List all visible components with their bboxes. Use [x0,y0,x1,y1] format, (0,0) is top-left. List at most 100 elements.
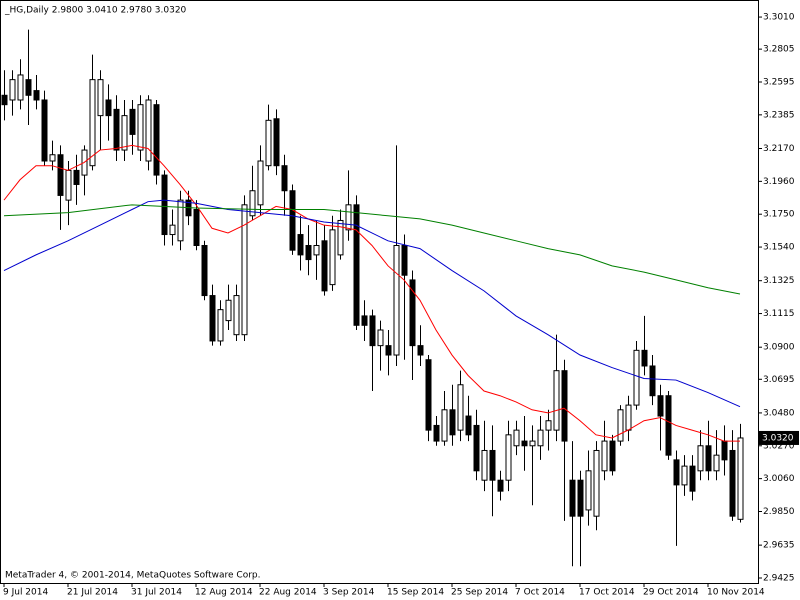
copyright: MetaTrader 4, © 2001-2014, MetaQuotes So… [5,571,261,581]
candle-body [57,154,64,196]
candle-body [225,299,232,322]
candle-body [625,404,632,431]
candle-body [681,465,688,486]
x-tick-label: 22 Aug 2014 [259,588,317,598]
x-tick-label: 3 Sep 2014 [323,588,375,598]
candle-body [25,79,32,96]
candle-body [369,315,376,347]
candle-body [697,445,704,472]
candle-body [537,429,544,447]
moving-average [3,204,741,295]
candle-body [609,440,616,472]
candle-body [169,224,176,236]
candle-body [481,449,488,481]
candle-body [737,437,744,520]
candle-body [145,99,152,162]
y-tick-label: 3.0270 [763,441,795,451]
x-tick-label: 25 Sep 2014 [451,588,508,598]
candle-body [377,329,384,347]
candle-body [393,244,400,356]
candle-body [97,79,104,117]
candle-body [353,204,360,326]
candle-body [497,479,504,492]
candle-body [385,345,392,356]
x-tick-label: 12 Aug 2014 [195,588,253,598]
candle-body [433,424,440,442]
candle-body [601,440,608,472]
candle-body [545,420,552,431]
y-tick-label: 2.9425 [763,573,795,583]
candle-body [209,295,216,342]
candle-body [441,409,448,442]
x-tick-label: 10 Nov 2014 [707,588,765,598]
candle-body [1,94,8,106]
candle-body [161,174,168,236]
candle-body [217,309,224,342]
y-tick-label: 3.2595 [763,77,795,87]
candle-body [105,99,112,117]
plot-frame [0,0,759,584]
candle-body [593,449,600,517]
x-tick-label: 21 Jul 2014 [67,588,118,598]
candle-body [361,315,368,326]
y-tick-label: 3.1115 [763,309,795,319]
candle-body [657,395,664,417]
x-tick-label: 7 Oct 2014 [515,588,565,598]
candle-body [201,244,208,297]
candle-body [553,370,560,431]
candle-body [465,415,472,436]
candle-body [121,115,128,151]
candle-body [297,234,304,256]
candle-body [313,244,320,256]
candle-body [521,440,528,447]
y-tick-label: 3.1325 [763,276,795,286]
x-tick-label: 9 Jul 2014 [3,588,48,598]
candle-body [673,459,680,486]
candle-body [329,229,336,286]
candle-body [337,219,344,256]
candle-body [137,104,144,151]
moving-average [3,144,740,442]
last-price-label: 3.0320 [762,433,794,443]
candle-body [305,244,312,261]
candle-body [265,119,272,167]
y-tick-label: 3.0900 [763,343,795,353]
candle-body [321,240,328,292]
candle-body [73,169,80,185]
y-tick-label: 3.1750 [763,210,795,220]
candle-body [409,279,416,347]
y-tick-label: 3.1960 [763,177,795,187]
candle-body [425,359,432,431]
candle-body [233,295,240,336]
candle-body [113,108,120,151]
y-tick-label: 3.2170 [763,144,795,154]
x-tick-label: 29 Oct 2014 [643,588,699,598]
moving-average [3,199,741,408]
candle-body [33,90,40,101]
x-tick-label: 31 Jul 2014 [131,588,182,598]
x-tick-label: 15 Sep 2014 [387,588,444,598]
candle-body [585,470,592,511]
candle-body [705,445,712,472]
candle-body [505,434,512,481]
candle-body [177,199,184,242]
candle-body [129,108,136,135]
candle-body [649,365,656,397]
candle-body [273,118,280,167]
candle-body [345,204,352,231]
candle-body [721,440,728,461]
candle-body [457,384,464,431]
y-tick-label: 3.2385 [763,110,795,120]
candle-body [713,454,720,472]
candle-body [489,449,496,481]
y-tick-label: 2.9635 [763,541,795,551]
candle-body [249,190,256,217]
candle-body [689,465,696,492]
candle-body [529,440,536,447]
candle-body [641,349,648,367]
candle-body [617,409,624,442]
candle-body [401,244,408,276]
candle-body [281,165,288,192]
candle-body [153,104,160,176]
